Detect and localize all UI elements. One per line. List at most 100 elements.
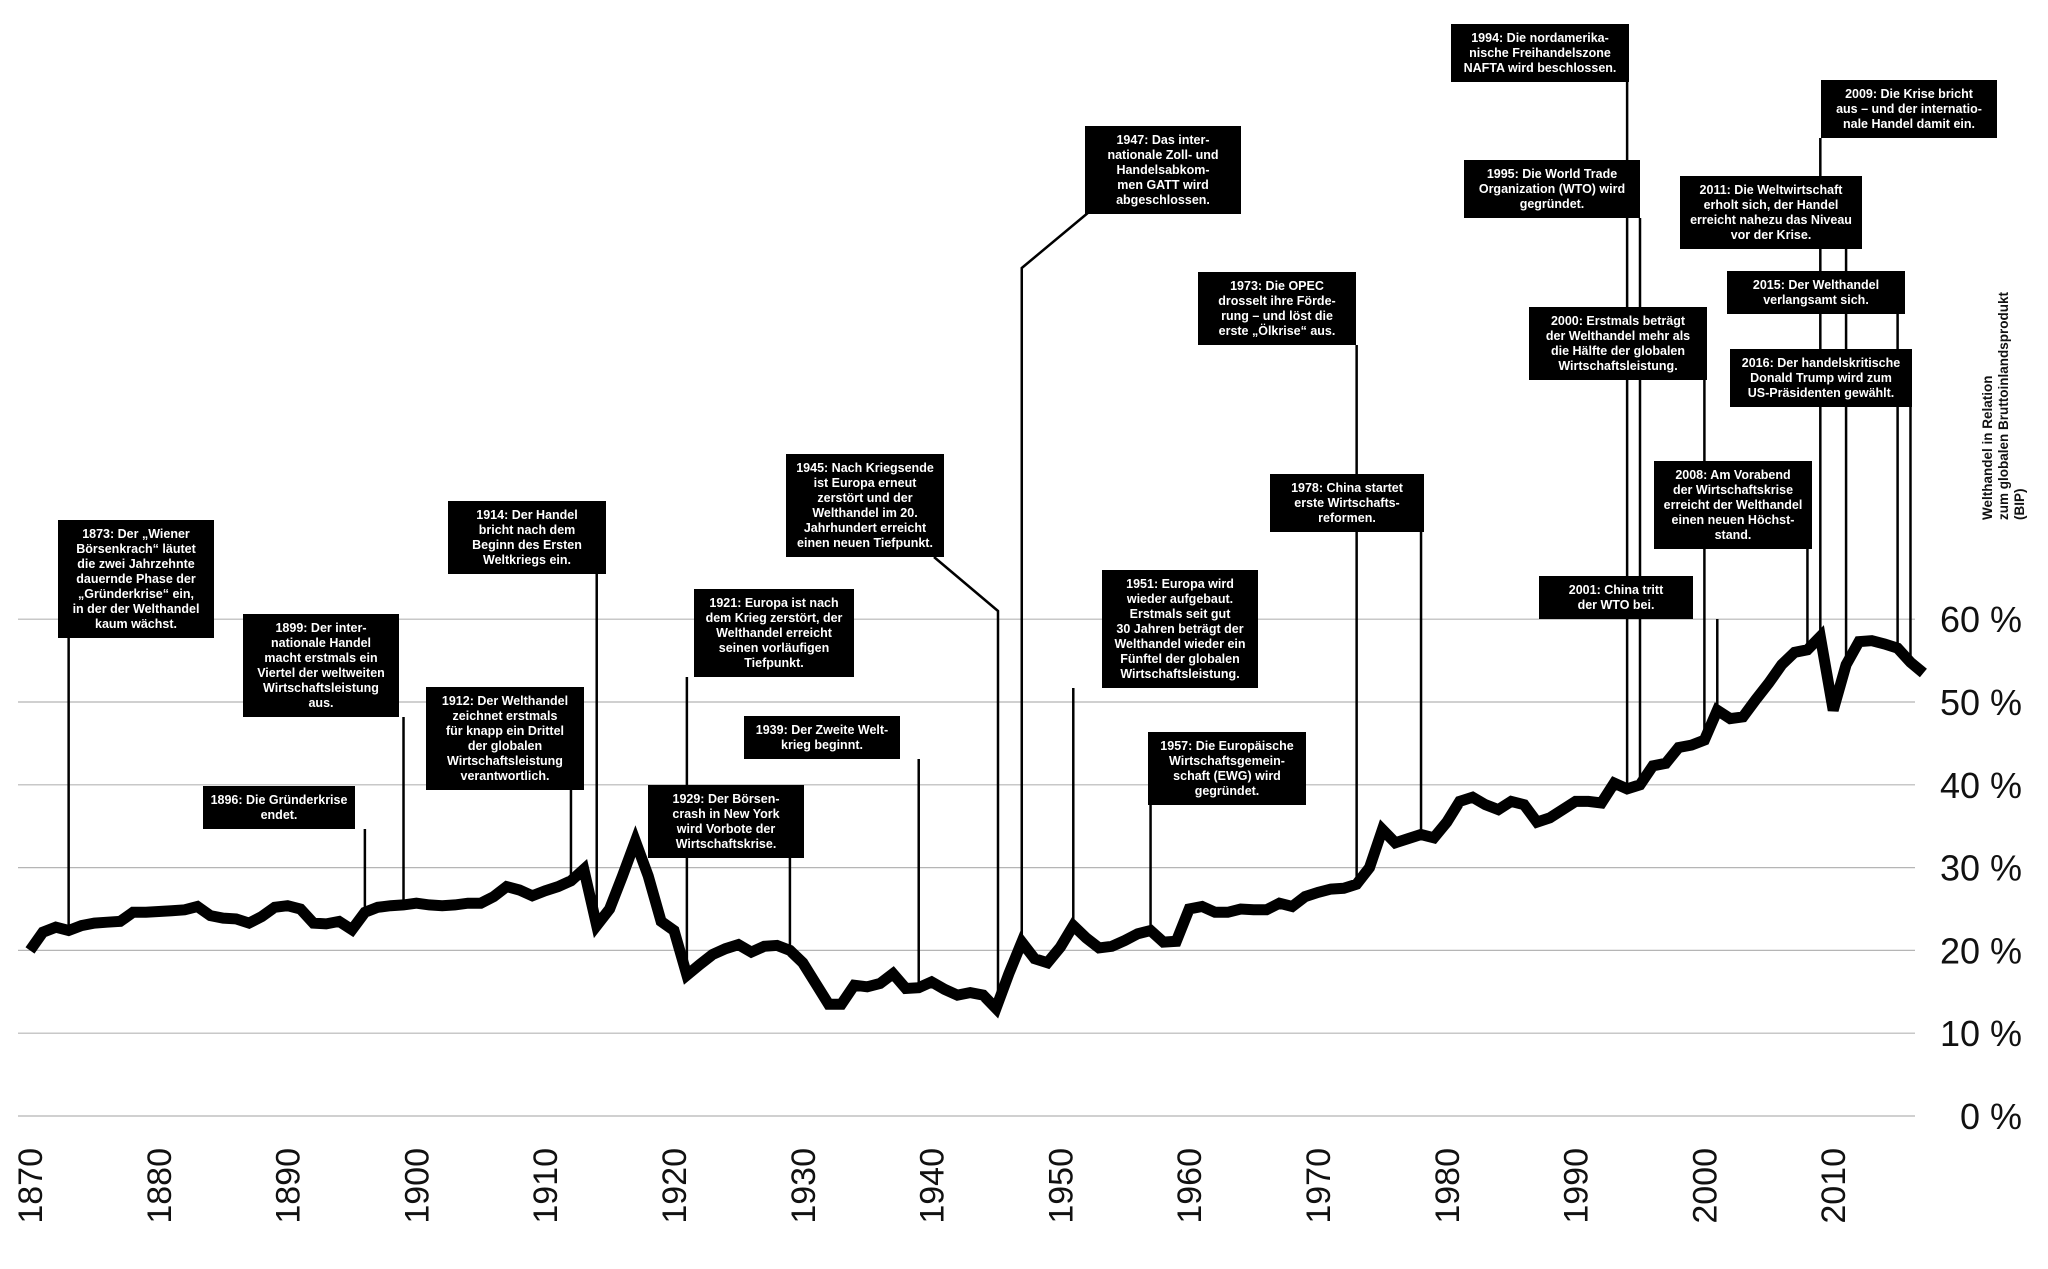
annotation-box xyxy=(243,614,399,717)
y-axis-label-line: zum globalen Bruttoinlandsprodukt xyxy=(1996,292,2011,520)
annotation-text: men GATT wird xyxy=(1117,178,1208,192)
annotation-text: 2015: Der Welthandel xyxy=(1753,278,1879,292)
annotation-text: abgeschlossen. xyxy=(1116,193,1210,207)
annotation-text: nale Handel damit ein. xyxy=(1843,117,1975,131)
x-tick-label: 2010 xyxy=(1815,1148,1853,1224)
annotation-text: Wirtschaftsleistung. xyxy=(1120,667,1239,681)
annotation-text: Erstmals seit gut xyxy=(1130,607,1232,621)
annotation-box xyxy=(1270,474,1424,532)
annotation-text: Wirtschaftsleistung xyxy=(447,754,563,768)
annotation-text: 1899: Der inter- xyxy=(275,621,366,635)
annotation-text: nationale Handel xyxy=(271,636,371,650)
annotation-text: in der der Welthandel xyxy=(73,602,200,616)
x-tick-label: 1870 xyxy=(12,1148,50,1224)
annotation-box xyxy=(426,687,584,790)
annotation-box xyxy=(1102,570,1258,688)
annotation-text: 30 Jahren beträgt der xyxy=(1116,622,1243,636)
annotation-1939: 1939: Der Zweite Welt-krieg beginnt. xyxy=(744,716,900,759)
annotation-text: vor der Krise. xyxy=(1731,228,1812,242)
annotation-text: aus. xyxy=(308,696,333,710)
annotation-box xyxy=(448,501,606,574)
annotation-leader-1947 xyxy=(1020,211,1090,943)
annotation-text: nationale Zoll- und xyxy=(1107,148,1218,162)
annotation-box xyxy=(1451,24,1629,82)
annotation-text: Donald Trump wird zum xyxy=(1750,371,1892,385)
annotation-text: Weltkriegs ein. xyxy=(483,553,571,567)
annotation-text: stand. xyxy=(1715,528,1752,542)
x-tick-label: 1940 xyxy=(914,1148,952,1224)
annotation-text: zerstört und der xyxy=(817,491,912,505)
y-axis-label: Welthandel in Relationzum globalen Brutt… xyxy=(1980,292,2027,520)
annotation-text: die zwei Jahrzehnte xyxy=(77,557,194,571)
annotation-text: bricht nach dem xyxy=(479,523,576,537)
x-tick-label: 1910 xyxy=(527,1148,565,1224)
y-tick-label: 50 % xyxy=(1940,682,2022,723)
y-tick-label: 20 % xyxy=(1940,930,2022,971)
annotation-text: Beginn des Ersten xyxy=(472,538,582,552)
annotation-box xyxy=(1727,271,1905,314)
annotation-text: 1939: Der Zweite Welt- xyxy=(756,723,888,737)
x-tick-label: 1960 xyxy=(1171,1148,1209,1224)
y-tick-label: 40 % xyxy=(1940,765,2022,806)
annotation-text: Börsenkrach“ läutet xyxy=(76,542,196,556)
y-tick-label: 10 % xyxy=(1940,1013,2022,1054)
annotation-text: erholt sich, der Handel xyxy=(1704,198,1839,212)
x-tick-label: 1920 xyxy=(656,1148,694,1224)
x-tick-label: 2000 xyxy=(1686,1148,1724,1224)
annotation-text: 1929: Der Börsen- xyxy=(673,792,780,806)
annotation-text: ist Europa erneut xyxy=(814,476,918,490)
annotation-text: Fünftel der globalen xyxy=(1120,652,1239,666)
annotation-text: Wirtschaftskrise. xyxy=(676,837,777,851)
annotation-text: 1945: Nach Kriegsende xyxy=(796,461,934,475)
annotation-text: wieder aufgebaut. xyxy=(1126,592,1233,606)
annotation-text: 1995: Die World Trade xyxy=(1487,167,1617,181)
annotation-text: 1994: Die nordamerika- xyxy=(1471,31,1609,45)
x-tick-label: 1900 xyxy=(398,1148,436,1224)
annotation-leader-1945 xyxy=(933,556,1000,1009)
annotation-text: US-Präsidenten gewählt. xyxy=(1748,386,1895,400)
annotation-text: 1912: Der Welthandel xyxy=(442,694,568,708)
annotation-text: der globalen xyxy=(468,739,542,753)
annotation-box xyxy=(1654,461,1812,549)
x-tick-label: 1930 xyxy=(785,1148,823,1224)
annotation-text: 2016: Der handelskritische xyxy=(1742,356,1900,370)
x-tick-label: 1970 xyxy=(1300,1148,1338,1224)
annotation-text: erreicht nahezu das Niveau xyxy=(1690,213,1852,227)
annotation-text: Viertel der weltweiten xyxy=(257,666,385,680)
annotation-box xyxy=(1730,349,1912,407)
annotation-text: Organization (WTO) wird xyxy=(1479,182,1625,196)
x-tick-label: 1890 xyxy=(270,1148,308,1224)
annotation-text: einen neuen Höchst- xyxy=(1672,513,1795,527)
annotation-text: 2011: Die Weltwirtschaft xyxy=(1700,183,1844,197)
annotation-text: gegründet. xyxy=(1195,784,1260,798)
annotation-box xyxy=(58,520,214,638)
annotation-box xyxy=(648,785,804,858)
annotation-text: macht erstmals ein xyxy=(264,651,377,665)
annotation-text: 1947: Das inter- xyxy=(1116,133,1209,147)
annotation-text: NAFTA wird beschlossen. xyxy=(1464,61,1617,75)
annotation-1947: 1947: Das inter-nationale Zoll- undHande… xyxy=(1085,126,1241,214)
annotation-box xyxy=(1529,307,1707,380)
annotation-text: dem Krieg zerstört, der xyxy=(706,611,843,625)
annotation-box xyxy=(1148,732,1306,805)
x-tick-label: 1950 xyxy=(1042,1148,1080,1224)
annotation-box xyxy=(203,786,355,829)
annotation-box xyxy=(1085,126,1241,214)
annotation-text: endet. xyxy=(261,808,298,822)
y-axis-ticks: 0 % 10 % 20 % 30 % 40 % 50 % 60 % xyxy=(1940,599,2022,1137)
annotation-text: crash in New York xyxy=(672,807,779,821)
